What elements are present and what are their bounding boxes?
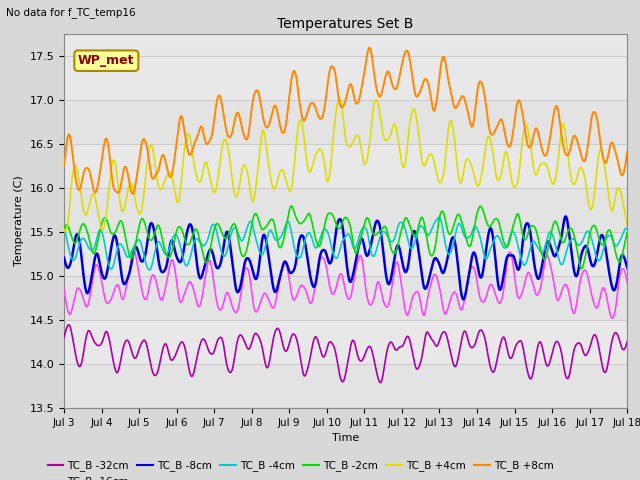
TC_B +4cm bbox=[375, 104, 383, 109]
TC_B -2cm bbox=[509, 222, 517, 228]
TC_B +8cm bbox=[218, 98, 225, 104]
TC_B -8cm bbox=[574, 270, 582, 276]
TC_B +4cm bbox=[362, 159, 370, 165]
TC_B +4cm bbox=[574, 171, 582, 177]
Line: TC_B -16cm: TC_B -16cm bbox=[64, 251, 627, 318]
TC_B -32cm bbox=[510, 349, 518, 355]
TC_B -16cm bbox=[509, 264, 517, 270]
TC_B +8cm bbox=[362, 59, 370, 64]
TC_B -2cm bbox=[623, 230, 631, 236]
Bar bbox=[64, 364, 627, 408]
TC_B -8cm bbox=[623, 265, 631, 271]
TC_B -2cm bbox=[362, 216, 370, 222]
TC_B -2cm bbox=[60, 228, 68, 234]
TC_B -2cm bbox=[217, 228, 225, 233]
TC_B -16cm bbox=[362, 288, 370, 294]
TC_B -4cm bbox=[374, 240, 382, 246]
TC_B +4cm bbox=[61, 229, 69, 235]
TC_B -4cm bbox=[218, 249, 225, 254]
TC_B -4cm bbox=[589, 243, 597, 249]
TC_B -2cm bbox=[577, 266, 585, 272]
Line: TC_B -4cm: TC_B -4cm bbox=[64, 217, 627, 270]
TC_B +4cm bbox=[623, 222, 631, 228]
TC_B -8cm bbox=[60, 255, 68, 261]
TC_B +4cm bbox=[510, 184, 518, 190]
TC_B -4cm bbox=[574, 242, 582, 248]
TC_B -16cm bbox=[374, 279, 382, 285]
TC_B +8cm bbox=[129, 191, 136, 197]
TC_B -4cm bbox=[362, 226, 370, 232]
Text: WP_met: WP_met bbox=[78, 54, 134, 67]
TC_B -16cm bbox=[130, 248, 138, 253]
TC_B -2cm bbox=[374, 229, 382, 235]
TC_B -4cm bbox=[145, 267, 153, 273]
TC_B -32cm bbox=[589, 333, 597, 338]
TC_B -4cm bbox=[435, 215, 443, 220]
TC_B -4cm bbox=[60, 226, 68, 232]
TC_B -2cm bbox=[287, 203, 295, 209]
Y-axis label: Temperature (C): Temperature (C) bbox=[14, 175, 24, 266]
Line: TC_B -32cm: TC_B -32cm bbox=[64, 325, 627, 383]
Line: TC_B +8cm: TC_B +8cm bbox=[64, 48, 627, 194]
TC_B -8cm bbox=[362, 251, 370, 256]
TC_B -2cm bbox=[589, 223, 597, 228]
X-axis label: Time: Time bbox=[332, 433, 359, 443]
TC_B -8cm bbox=[460, 297, 467, 302]
TC_B -4cm bbox=[623, 226, 631, 232]
TC_B +8cm bbox=[623, 150, 631, 156]
Title: Temperatures Set B: Temperatures Set B bbox=[277, 17, 414, 31]
TC_B -8cm bbox=[589, 263, 597, 269]
TC_B -16cm bbox=[60, 287, 68, 292]
TC_B -4cm bbox=[510, 229, 518, 235]
Line: TC_B -8cm: TC_B -8cm bbox=[64, 216, 627, 300]
TC_B -16cm bbox=[623, 280, 631, 286]
TC_B -16cm bbox=[589, 298, 597, 304]
TC_B -32cm bbox=[218, 335, 225, 340]
TC_B +8cm bbox=[589, 109, 597, 115]
Bar bbox=[64, 100, 627, 144]
TC_B -16cm bbox=[574, 294, 582, 300]
TC_B -2cm bbox=[574, 250, 582, 256]
Bar bbox=[64, 276, 627, 320]
TC_B +8cm bbox=[510, 124, 518, 130]
TC_B +4cm bbox=[336, 96, 344, 101]
TC_B -32cm bbox=[623, 339, 631, 345]
TC_B +4cm bbox=[589, 197, 597, 203]
TC_B +4cm bbox=[218, 149, 225, 155]
TC_B -32cm bbox=[574, 340, 582, 346]
Line: TC_B +4cm: TC_B +4cm bbox=[64, 98, 627, 232]
TC_B -32cm bbox=[376, 380, 384, 385]
TC_B +8cm bbox=[375, 93, 383, 98]
TC_B +4cm bbox=[60, 227, 68, 233]
TC_B -16cm bbox=[218, 306, 225, 312]
TC_B -32cm bbox=[374, 376, 382, 382]
Bar bbox=[64, 188, 627, 232]
TC_B -32cm bbox=[362, 348, 370, 354]
TC_B -16cm bbox=[609, 315, 616, 321]
TC_B +8cm bbox=[365, 45, 373, 50]
Legend: TC_B -32cm, TC_B -16cm, TC_B -8cm, TC_B -4cm, TC_B -2cm, TC_B +4cm, TC_B +8cm: TC_B -32cm, TC_B -16cm, TC_B -8cm, TC_B … bbox=[44, 456, 557, 480]
TC_B -8cm bbox=[509, 253, 517, 259]
TC_B -8cm bbox=[374, 218, 382, 224]
Text: No data for f_TC_temp16: No data for f_TC_temp16 bbox=[6, 7, 136, 18]
Line: TC_B -2cm: TC_B -2cm bbox=[64, 206, 627, 269]
TC_B -8cm bbox=[562, 214, 570, 219]
TC_B +8cm bbox=[574, 140, 582, 146]
TC_B -32cm bbox=[60, 335, 68, 340]
TC_B +8cm bbox=[60, 162, 68, 168]
TC_B -8cm bbox=[217, 259, 225, 264]
TC_B -32cm bbox=[65, 322, 72, 328]
